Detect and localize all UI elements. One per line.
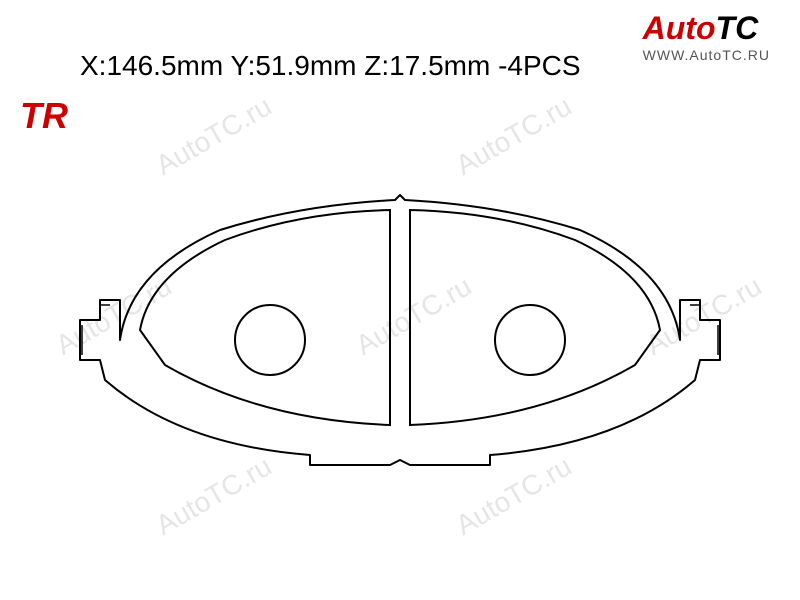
- logo-left-text: TR: [20, 100, 70, 132]
- logo-tc-text: TC: [716, 10, 759, 46]
- brake-pad-diagram: [60, 180, 740, 480]
- logo-url: WWW.AutoTC.RU: [643, 47, 770, 63]
- brand-logo-left: TR: [20, 100, 70, 132]
- logo-main: AutoTC: [643, 10, 770, 47]
- brand-logo-right: AutoTC WWW.AutoTC.RU: [643, 10, 770, 63]
- dimensions-label: X:146.5mm Y:51.9mm Z:17.5mm -4PCS: [80, 50, 581, 82]
- watermark-text: AutoTC.ru: [451, 90, 578, 182]
- diagram-svg: [60, 180, 740, 480]
- logo-auto-text: Auto: [643, 10, 716, 46]
- watermark-text: AutoTC.ru: [151, 90, 278, 182]
